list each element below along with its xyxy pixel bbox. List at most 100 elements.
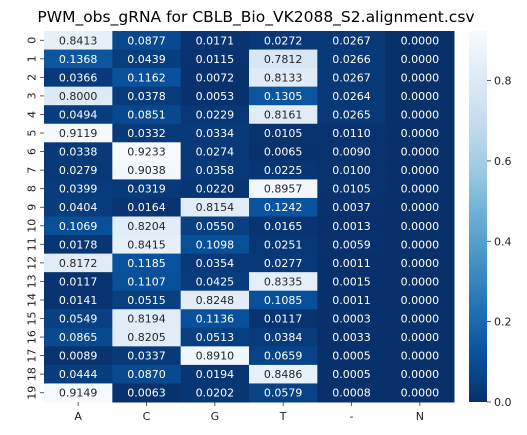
heatmap-cell xyxy=(44,68,113,88)
cell-value-label: 0.1085 xyxy=(264,294,303,307)
heatmap-cell xyxy=(180,309,250,329)
heatmap-cell xyxy=(249,272,318,292)
heatmap-cell xyxy=(112,49,182,69)
heatmap-cell xyxy=(249,123,318,143)
cell-value-label: 0.8154 xyxy=(196,201,235,214)
heatmap-cell xyxy=(180,105,250,125)
cell-value-label: 0.0338 xyxy=(59,146,98,159)
cell-value-label: 0.0000 xyxy=(401,183,440,196)
x-tick-label: A xyxy=(74,410,82,423)
cell-value-label: 0.0033 xyxy=(332,331,371,344)
heatmap-cell xyxy=(180,123,250,143)
cell-value-label: 0.0000 xyxy=(401,146,440,159)
cell-value-label: 0.9149 xyxy=(59,387,98,400)
colorbar-gradient xyxy=(469,31,487,402)
cell-value-label: 0.0337 xyxy=(127,350,166,363)
y-tick-label: 15 xyxy=(26,312,39,326)
heatmap-cell xyxy=(112,179,182,199)
heatmap-cell xyxy=(44,31,113,51)
heatmap-cell xyxy=(180,253,250,273)
cell-value-label: 0.8910 xyxy=(196,350,235,363)
heatmap-cell xyxy=(249,142,318,162)
heatmap-cell xyxy=(112,346,182,366)
heatmap-cell xyxy=(317,346,387,366)
cell-value-label: 0.0000 xyxy=(401,220,440,233)
cell-value-label: 0.0100 xyxy=(332,164,371,177)
heatmap-cell xyxy=(112,216,182,236)
heatmap-cell xyxy=(44,142,113,162)
heatmap-cell xyxy=(180,86,250,106)
cell-value-label: 0.0265 xyxy=(332,108,371,121)
cell-value-label: 0.0008 xyxy=(332,387,371,400)
colorbar: 0.0 0.2 0.4 0.6 0.8 xyxy=(469,31,512,409)
cell-value-label: 0.0579 xyxy=(264,387,303,400)
heatmap-cell xyxy=(44,197,113,217)
heatmap-cell xyxy=(180,290,250,310)
heatmap-cell xyxy=(385,68,455,88)
heatmap-cell xyxy=(317,235,387,255)
heatmap-cell xyxy=(249,86,318,106)
heatmap-cell xyxy=(180,68,250,88)
colorbar-tick-label: 0.0 xyxy=(494,396,512,409)
heatmap-cell xyxy=(249,68,318,88)
y-tick-label: 2 xyxy=(26,74,39,81)
cell-value-label: 0.9038 xyxy=(127,164,166,177)
heatmap-cell xyxy=(249,179,318,199)
cell-value-label: 0.0105 xyxy=(264,127,303,140)
cell-value-label: 0.0264 xyxy=(332,90,371,103)
heatmap-cell xyxy=(385,272,455,292)
cell-value-label: 0.1098 xyxy=(196,238,235,251)
cell-value-label: 0.0332 xyxy=(127,127,166,140)
cell-value-label: 0.1368 xyxy=(59,53,98,66)
heatmap-cell xyxy=(44,105,113,125)
heatmap-cell xyxy=(249,290,318,310)
heatmap-cell xyxy=(44,253,113,273)
heatmap-cell xyxy=(44,160,113,180)
cell-value-label: 0.0011 xyxy=(332,257,371,270)
heatmap-cell xyxy=(249,105,318,125)
heatmap-cell xyxy=(112,160,182,180)
cell-value-label: 0.0267 xyxy=(332,71,371,84)
cell-value-label: 0.0439 xyxy=(127,53,166,66)
cell-value-label: 0.0279 xyxy=(59,164,98,177)
cell-value-label: 0.0013 xyxy=(332,220,371,233)
heatmap-cell xyxy=(180,179,250,199)
cell-value-label: 0.8335 xyxy=(264,275,303,288)
y-tick-label: 4 xyxy=(26,111,39,118)
heatmap-cell xyxy=(249,49,318,69)
cell-value-label: 0.0072 xyxy=(196,71,235,84)
heatmap-cell xyxy=(249,160,318,180)
cell-value-label: 0.0000 xyxy=(401,331,440,344)
cell-value-label: 0.0851 xyxy=(127,108,166,121)
heatmap-cell xyxy=(317,105,387,125)
heatmap-cell xyxy=(317,142,387,162)
heatmap-cell xyxy=(317,253,387,273)
colorbar-tick-label: 0.2 xyxy=(494,316,512,329)
cell-value-label: 0.1069 xyxy=(59,220,98,233)
cell-value-label: 0.0000 xyxy=(401,90,440,103)
colorbar-tick-label: 0.6 xyxy=(494,155,512,168)
cell-value-label: 0.1185 xyxy=(127,257,166,270)
heatmap-grid: 0.8413 0.0877 0.0171 0.0272 0.0267 0.0000 0.13… xyxy=(44,31,455,403)
heatmap-cell xyxy=(249,216,318,236)
heatmap-cell xyxy=(180,197,250,217)
cell-value-label: 0.0178 xyxy=(59,238,98,251)
heatmap-cell xyxy=(249,309,318,329)
colorbar-tick-label: 0.4 xyxy=(494,235,512,248)
cell-value-label: 0.7812 xyxy=(264,53,303,66)
cell-value-label: 0.8205 xyxy=(127,331,166,344)
cell-value-label: 0.0870 xyxy=(127,368,166,381)
heatmap-cell xyxy=(317,179,387,199)
heatmap-cell xyxy=(112,86,182,106)
x-tick-label: T xyxy=(279,410,287,423)
heatmap-cell xyxy=(317,31,387,51)
heatmap-cell xyxy=(44,86,113,106)
cell-value-label: 0.0425 xyxy=(196,275,235,288)
heatmap-cell xyxy=(249,197,318,217)
cell-value-label: 0.0494 xyxy=(59,108,98,121)
y-tick-label: 12 xyxy=(26,256,39,270)
cell-value-label: 0.0319 xyxy=(127,183,166,196)
cell-value-label: 0.0000 xyxy=(401,275,440,288)
heatmap-cell xyxy=(44,272,113,292)
cell-value-label: 0.0011 xyxy=(332,294,371,307)
